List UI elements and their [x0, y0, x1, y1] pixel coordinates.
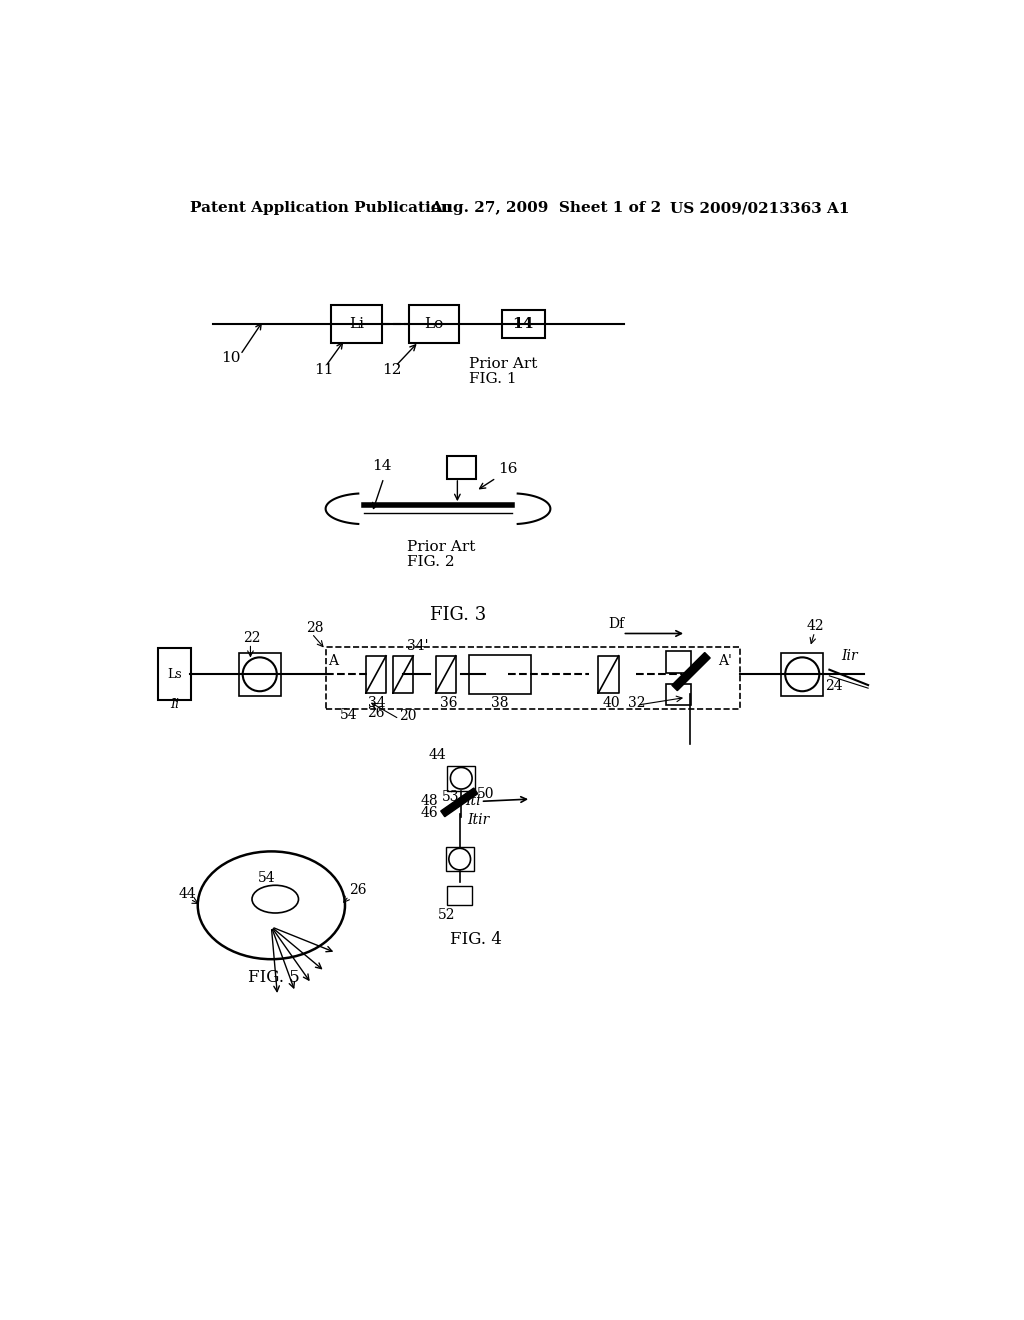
Text: 11: 11 — [314, 363, 334, 378]
Text: 52: 52 — [438, 908, 456, 923]
Text: Prior Art: Prior Art — [469, 356, 538, 371]
Text: 24: 24 — [825, 678, 843, 693]
Text: 12: 12 — [382, 363, 401, 378]
Bar — [781, 653, 823, 696]
Text: 16: 16 — [499, 462, 518, 475]
Text: Df: Df — [608, 618, 625, 631]
Text: 40: 40 — [602, 696, 620, 710]
Text: FIG. 2: FIG. 2 — [407, 556, 455, 569]
Bar — [239, 653, 281, 696]
Bar — [447, 766, 475, 791]
Text: 38: 38 — [492, 696, 509, 710]
Bar — [445, 847, 474, 871]
Text: 46: 46 — [421, 805, 438, 820]
Text: 42: 42 — [806, 619, 823, 632]
Polygon shape — [672, 652, 711, 690]
Bar — [469, 655, 531, 693]
Text: 44: 44 — [178, 887, 197, 900]
Text: 22: 22 — [243, 631, 260, 645]
Text: FIG. 4: FIG. 4 — [450, 931, 502, 948]
Bar — [332, 305, 382, 343]
Text: Li: Li — [349, 317, 365, 331]
Bar — [446, 457, 476, 479]
Text: 32: 32 — [628, 696, 645, 710]
Text: Lo: Lo — [425, 317, 443, 331]
Text: Ii: Ii — [170, 698, 179, 711]
Text: 48: 48 — [421, 795, 438, 808]
Text: Iti: Iti — [465, 795, 480, 808]
Text: 26: 26 — [367, 706, 384, 719]
Bar — [502, 310, 545, 338]
Text: 54: 54 — [257, 871, 275, 886]
Text: 28: 28 — [306, 620, 324, 635]
Bar — [409, 305, 460, 343]
Polygon shape — [440, 788, 478, 817]
Text: FIG. 3: FIG. 3 — [430, 606, 486, 624]
Bar — [326, 647, 740, 709]
Text: Iir: Iir — [841, 649, 858, 664]
Text: 34: 34 — [369, 696, 386, 710]
Text: 14: 14 — [372, 459, 391, 474]
Text: 50: 50 — [477, 787, 495, 800]
Text: A': A' — [719, 655, 732, 668]
Text: 54: 54 — [340, 708, 357, 722]
Text: Prior Art: Prior Art — [407, 540, 475, 554]
Text: 44: 44 — [429, 748, 446, 762]
Bar — [666, 684, 690, 705]
Text: FIG. 5: FIG. 5 — [248, 969, 300, 986]
Text: 34': 34' — [407, 639, 428, 652]
Text: 14: 14 — [513, 317, 534, 331]
Text: US 2009/0213363 A1: US 2009/0213363 A1 — [671, 202, 850, 215]
Bar — [159, 648, 190, 701]
Text: 10: 10 — [221, 351, 241, 366]
Text: Itir: Itir — [467, 813, 489, 828]
Text: FIG. 1: FIG. 1 — [469, 372, 517, 387]
Bar — [447, 886, 472, 906]
Text: 53: 53 — [442, 791, 460, 804]
Text: Aug. 27, 2009  Sheet 1 of 2: Aug. 27, 2009 Sheet 1 of 2 — [430, 202, 662, 215]
Text: A: A — [328, 655, 338, 668]
Text: 20: 20 — [399, 710, 417, 723]
Text: Patent Application Publication: Patent Application Publication — [190, 202, 452, 215]
Text: 36: 36 — [439, 696, 457, 710]
Bar — [666, 651, 690, 673]
Text: Ls: Ls — [167, 668, 182, 681]
Text: 26: 26 — [349, 883, 367, 896]
